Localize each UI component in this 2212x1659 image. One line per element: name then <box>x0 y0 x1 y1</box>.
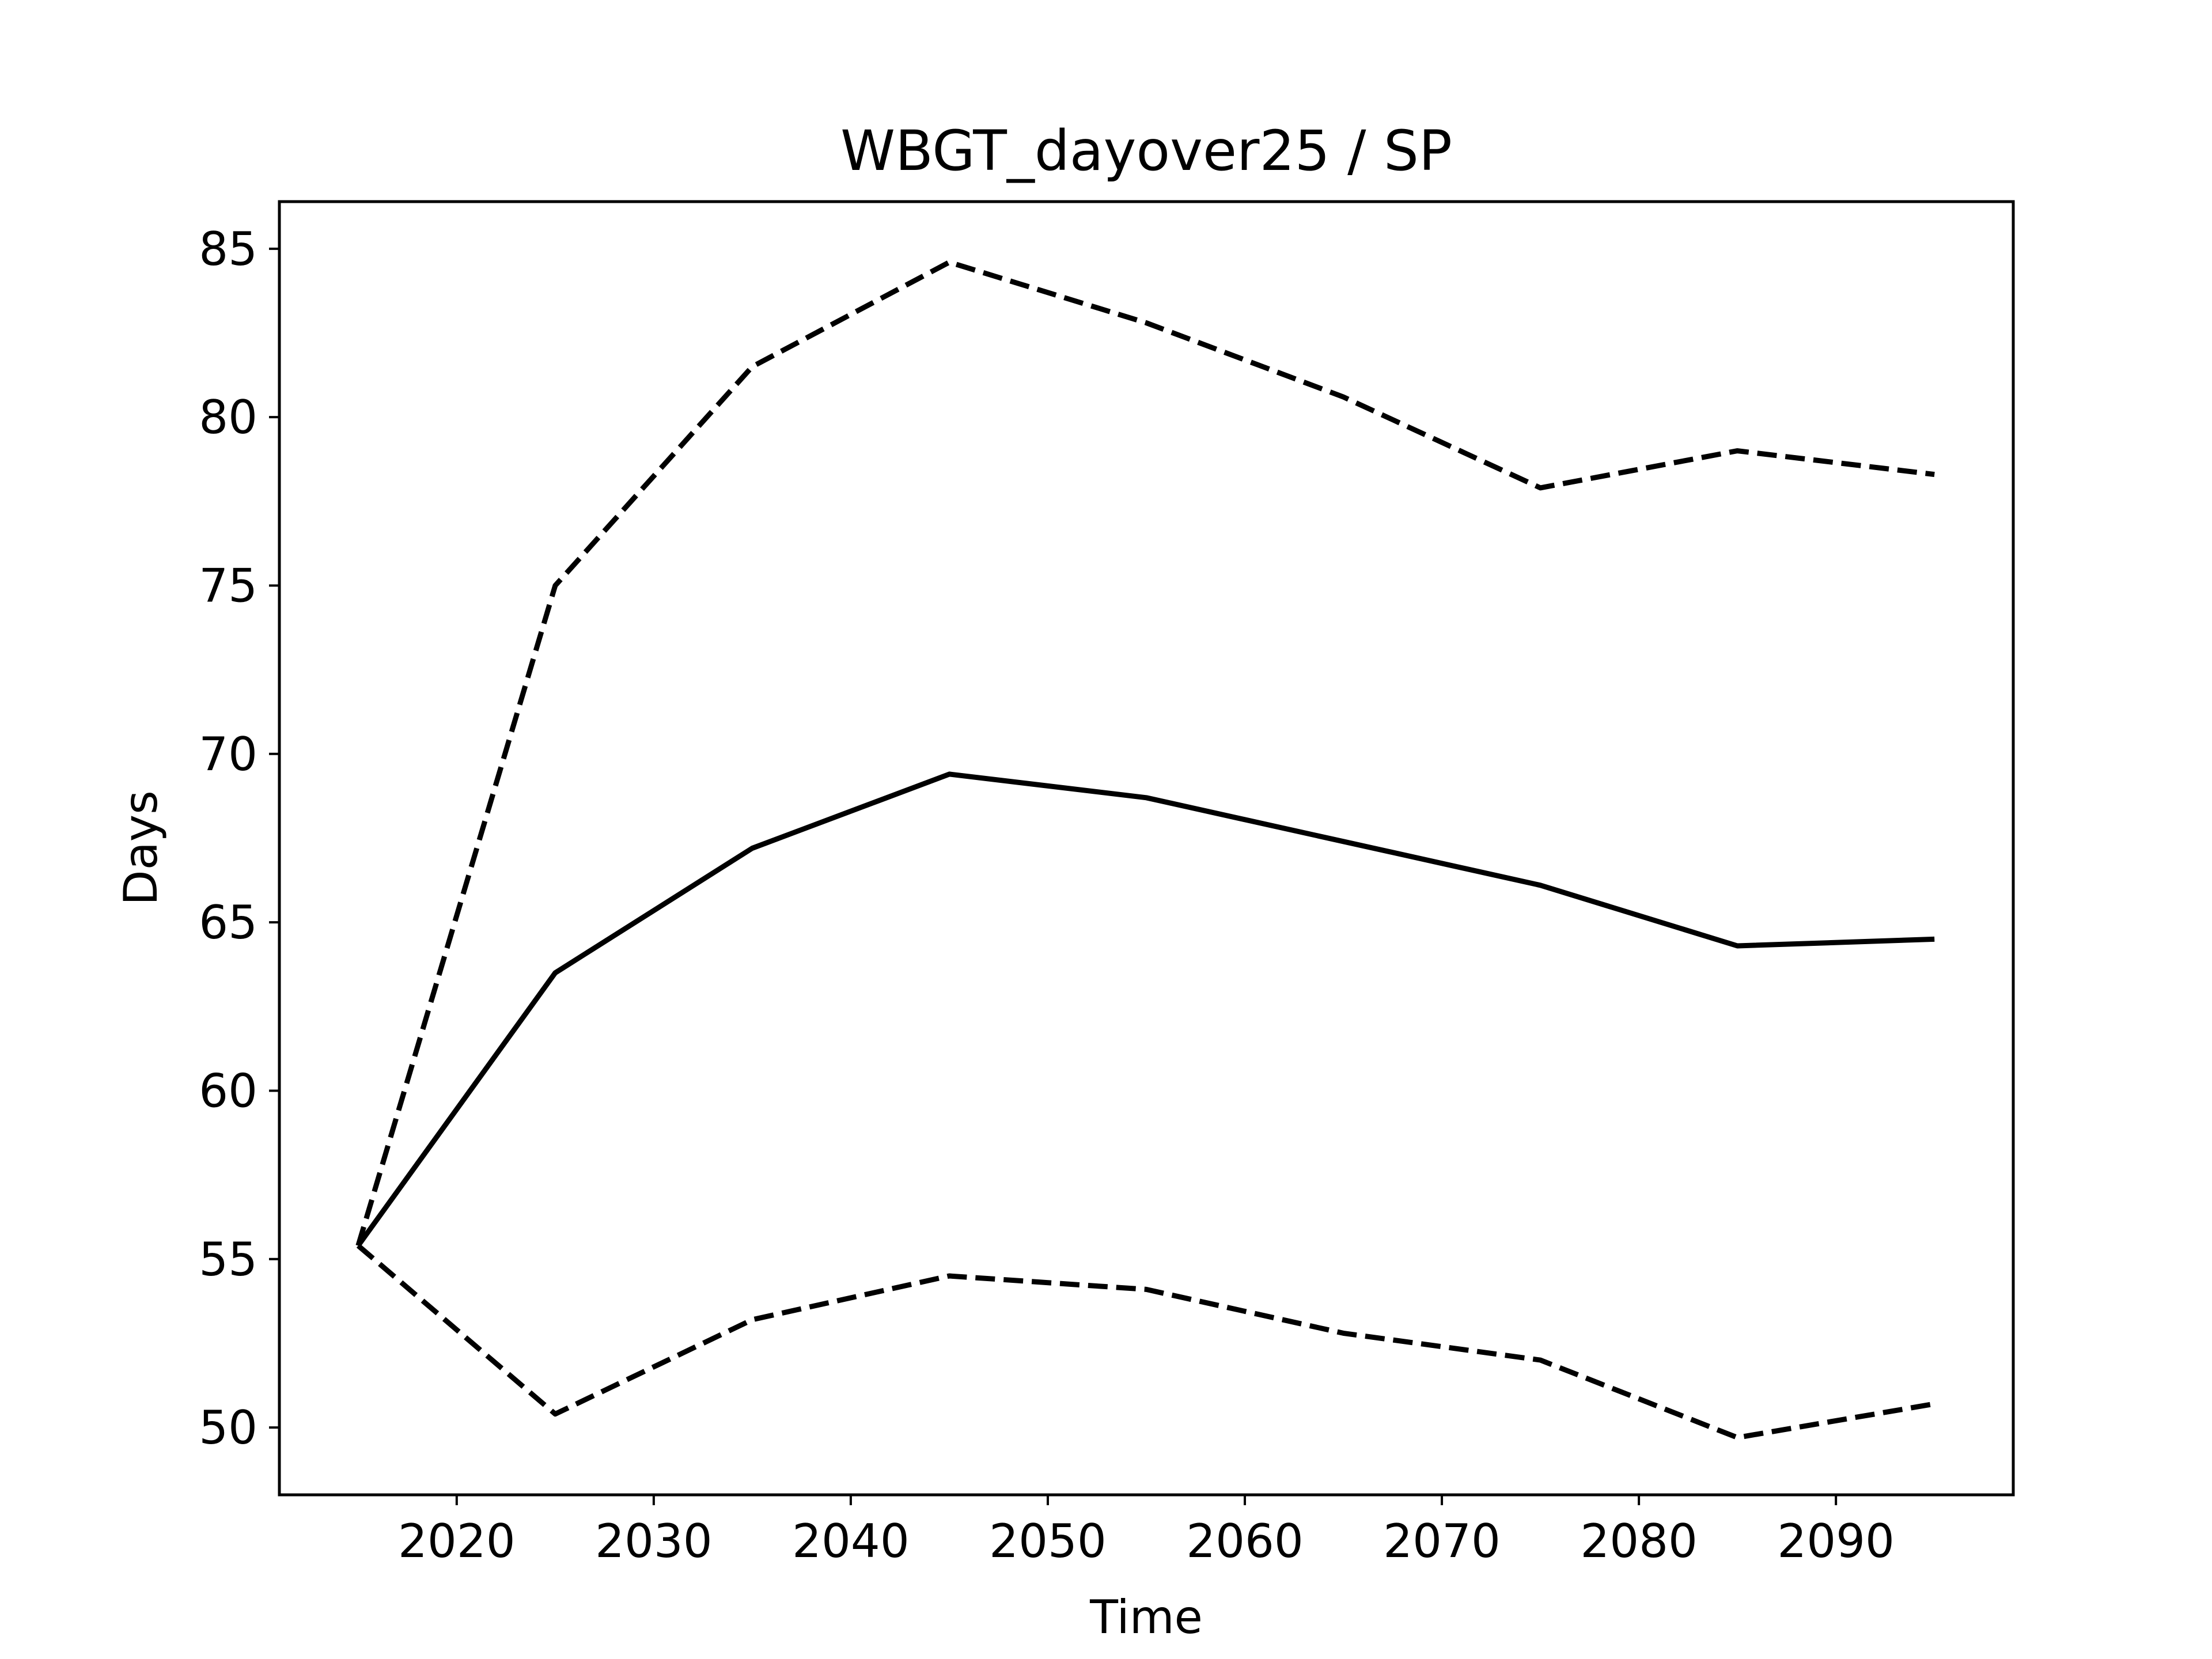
median-line <box>356 771 1935 1248</box>
y-tick-label: 50 <box>199 1401 257 1455</box>
x-tick-label: 2030 <box>595 1514 713 1568</box>
y-tick-label: 65 <box>199 896 257 949</box>
y-tick-label: 70 <box>199 728 257 781</box>
y-tick-label: 75 <box>199 559 257 612</box>
chart-title: WBGT_dayover25 / SP <box>840 119 1452 183</box>
ticks-layer: 2020 2030 2040 2050 2060 2070 2080 2090 50 55 60 65… <box>199 222 1895 1568</box>
lower-bound-line <box>356 1243 1935 1441</box>
x-tick-label: 2020 <box>398 1514 516 1568</box>
y-axis-label: Days <box>114 790 168 906</box>
x-tick-label: 2050 <box>989 1514 1107 1568</box>
series-layer <box>355 259 1935 1441</box>
x-tick-label: 2040 <box>792 1514 910 1568</box>
x-tick-label: 2060 <box>1186 1514 1304 1568</box>
x-tick-label: 2090 <box>1777 1514 1895 1568</box>
x-tick-label: 2080 <box>1580 1514 1698 1568</box>
x-axis-label: Time <box>1089 1590 1203 1644</box>
upper-bound-line <box>355 259 1935 1247</box>
x-tick-label: 2070 <box>1383 1514 1501 1568</box>
y-tick-label: 55 <box>199 1233 257 1286</box>
plot-frame <box>278 200 2015 1497</box>
y-tick-label: 60 <box>199 1064 257 1118</box>
y-tick-label: 85 <box>199 222 257 276</box>
y-tick-label: 80 <box>199 391 257 444</box>
